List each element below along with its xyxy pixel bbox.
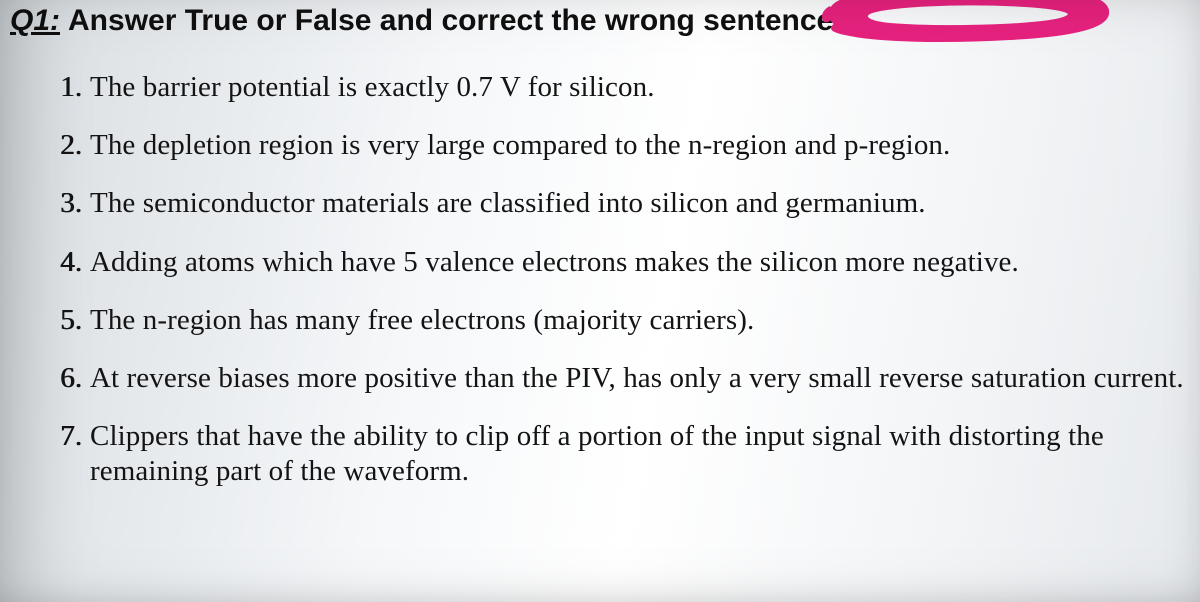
statement-item: 3. The semiconductor materials are class…	[90, 186, 1190, 220]
item-number: 6.	[42, 361, 82, 395]
item-number: 3.	[42, 186, 82, 220]
item-number: 2.	[42, 128, 82, 162]
statement-text: The barrier potential is exactly 0.7 V f…	[90, 71, 655, 103]
document-page: Q1: Answer True or False and correct the…	[0, 0, 1200, 602]
statement-text: Clippers that have the ability to clip o…	[90, 420, 1104, 486]
item-number: 7.	[42, 419, 82, 453]
statement-text: The semiconductor materials are classifi…	[90, 187, 926, 219]
statement-item: 6. At reverse biases more positive than …	[90, 361, 1190, 395]
statement-item: 7. Clippers that have the ability to cli…	[90, 419, 1190, 487]
statement-item: 4. Adding atoms which have 5 valence ele…	[90, 245, 1190, 279]
highlight-marker-icon	[820, 0, 1110, 44]
item-number: 1.	[42, 70, 82, 104]
question-number-label: Q1:	[10, 4, 60, 37]
question-instruction-text: Answer True or False and correct the wro…	[68, 4, 833, 37]
item-number: 5.	[42, 303, 82, 337]
statement-text: At reverse biases more positive than the…	[90, 362, 1184, 394]
item-number: 4.	[42, 245, 82, 279]
statement-item: 1. The barrier potential is exactly 0.7 …	[90, 70, 1190, 104]
question-heading-row: Q1: Answer True or False and correct the…	[10, 4, 1190, 54]
statements-list: 1. The barrier potential is exactly 0.7 …	[10, 70, 1190, 488]
statement-text: The n-region has many free electrons (ma…	[90, 304, 754, 336]
statement-text: Adding atoms which have 5 valence electr…	[90, 246, 1019, 278]
statement-text: The depletion region is very large compa…	[90, 129, 950, 161]
statement-item: 5. The n-region has many free electrons …	[90, 303, 1190, 337]
statement-item: 2. The depletion region is very large co…	[90, 128, 1190, 162]
